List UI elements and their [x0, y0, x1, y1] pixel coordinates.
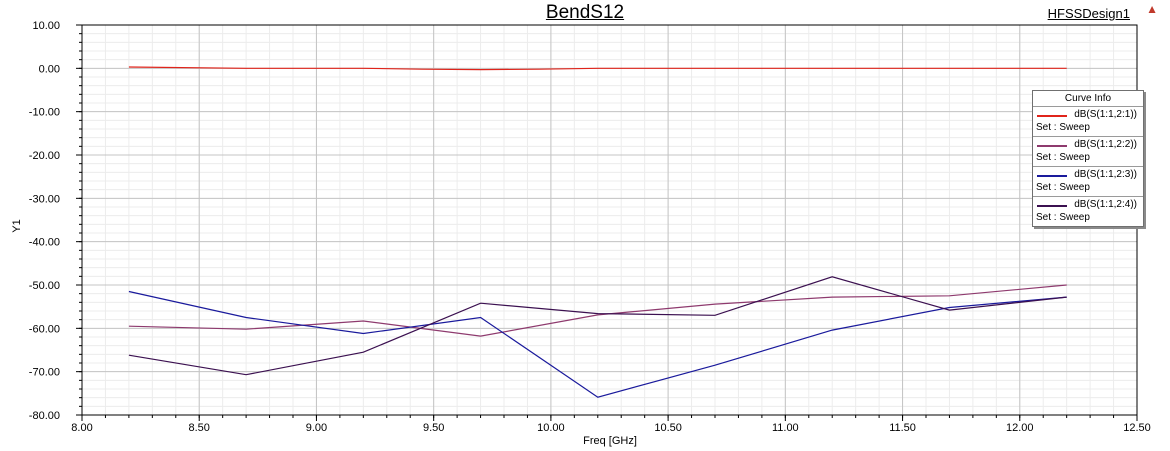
legend-entry[interactable]: dB(S(1:1,2:3)) Set : Sweep [1033, 167, 1143, 197]
x-tick-label: 12.50 [1123, 422, 1151, 434]
y-tick-label: -50.00 [29, 280, 60, 292]
y-tick-label: -20.00 [29, 150, 60, 162]
design-name-link[interactable]: HFSSDesign1 [1047, 6, 1130, 21]
legend-swatch [1037, 145, 1067, 147]
legend-swatch [1037, 115, 1067, 117]
y-tick-label: -80.00 [29, 410, 60, 422]
legend-swatch [1037, 175, 1067, 177]
series-line-1[interactable] [128, 66, 1067, 71]
y-tick-label: -60.00 [29, 323, 60, 335]
legend-entry[interactable]: dB(S(1:1,2:4)) Set : Sweep [1033, 197, 1143, 226]
x-tick-label: 10.50 [654, 422, 682, 434]
y-tick-label: -70.00 [29, 367, 60, 379]
x-tick-label: 8.50 [189, 422, 210, 434]
x-tick-label: 12.00 [1006, 422, 1034, 434]
x-tick-label: 8.00 [71, 422, 92, 434]
legend-series-name: dB(S(1:1,2:4)) [1074, 199, 1137, 210]
grid-layer [81, 24, 1138, 416]
y-tick-label: 10.00 [32, 20, 60, 32]
legend-series-name: dB(S(1:1,2:2)) [1074, 139, 1137, 150]
legend-title: Curve Info [1033, 91, 1143, 107]
ansys-logo-icon: ▲ [1146, 2, 1158, 16]
x-tick-label: 10.00 [537, 422, 565, 434]
series-line-4[interactable] [128, 276, 1067, 376]
y-tick-label: -10.00 [29, 107, 60, 119]
y-tick-label: -30.00 [29, 193, 60, 205]
legend-series-set: Set : Sweep [1036, 182, 1090, 193]
legend-swatch [1037, 205, 1067, 207]
axes-layer: 8.00 8.50 9.00 9.50 10.00 10.50 11.00 11.50 12.0… [29, 20, 1151, 434]
legend-entries: dB(S(1:1,2:1)) Set : Sweep dB(S(1:1,2:2)) S… [1033, 107, 1143, 226]
chart-title: BendS12 [545, 2, 625, 23]
x-axis-label: Freq [GHz] [583, 435, 637, 447]
legend-entry[interactable]: dB(S(1:1,2:1)) Set : Sweep [1033, 107, 1143, 137]
legend-series-set: Set : Sweep [1036, 122, 1090, 133]
legend-entry[interactable]: dB(S(1:1,2:2)) Set : Sweep [1033, 137, 1143, 167]
x-tick-label: 11.00 [772, 422, 799, 434]
series-line-3[interactable] [128, 290, 1067, 398]
x-tick-label: 11.50 [889, 422, 916, 434]
y-axis-label: Y1 [11, 219, 23, 232]
series-layer [128, 66, 1067, 398]
legend-series-set: Set : Sweep [1036, 212, 1090, 223]
legend[interactable]: Curve Info dB(S(1:1,2:1)) Set : Sweep dB(S… [1032, 90, 1144, 227]
x-tick-label: 9.00 [306, 422, 327, 434]
y-tick-label: 0.00 [39, 63, 60, 75]
y-tick-label: -40.00 [29, 237, 60, 249]
legend-series-set: Set : Sweep [1036, 152, 1090, 163]
legend-series-name: dB(S(1:1,2:1)) [1074, 109, 1137, 120]
series-line-2[interactable] [128, 284, 1067, 337]
legend-series-name: dB(S(1:1,2:3)) [1074, 169, 1137, 180]
x-tick-label: 9.50 [423, 422, 444, 434]
plot-frame [81, 24, 1138, 416]
